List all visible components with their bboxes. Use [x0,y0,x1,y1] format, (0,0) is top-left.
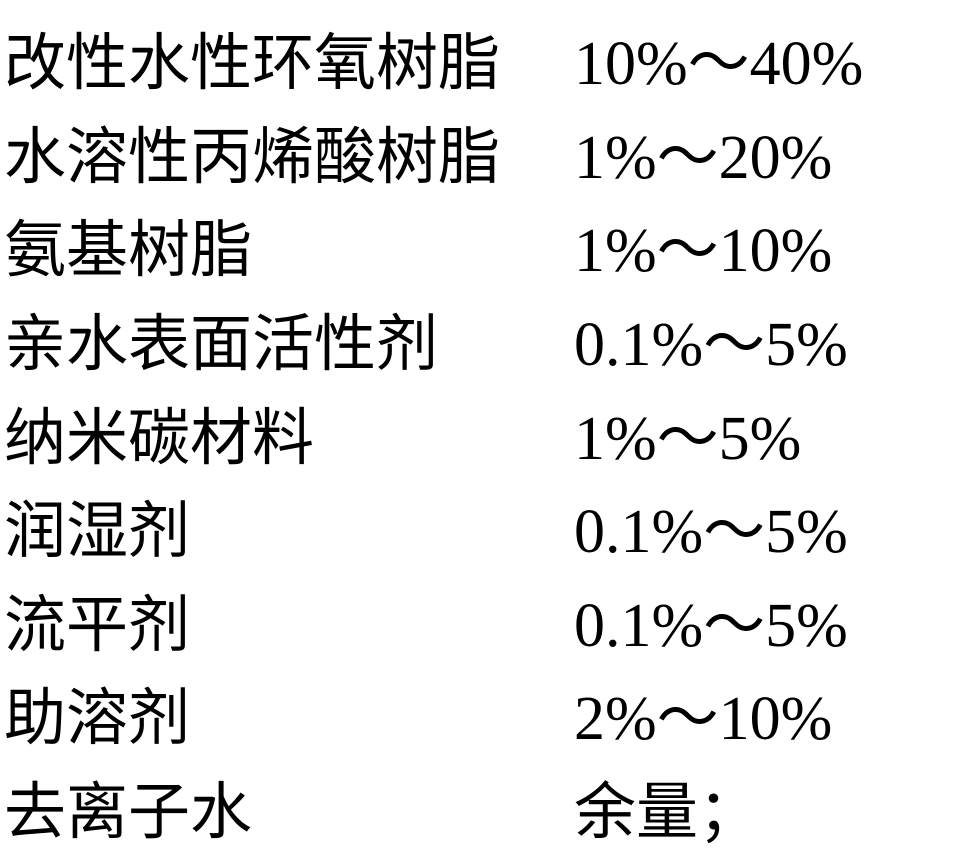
ingredient-value: 1%～20% [574,106,832,196]
ingredient-value: 余量； [574,761,760,851]
ingredient-label: 流平剂 [4,574,574,664]
table-row: 流平剂 0.1%～5% [4,574,957,664]
ingredient-value: 1%～5% [574,387,801,477]
ingredient-label: 改性水性环氧树脂 [4,12,574,102]
ingredient-label: 润湿剂 [4,480,574,570]
table-row: 润湿剂 0.1%～5% [4,480,957,570]
table-row: 水溶性丙烯酸树脂 1%～20% [4,106,957,196]
ingredient-value: 2%～10% [574,667,832,757]
ingredient-value: 1%～10% [574,199,832,289]
ingredient-value: 10%～40% [574,12,863,102]
ingredient-label: 去离子水 [4,761,574,851]
table-row: 纳米碳材料 1%～5% [4,387,957,477]
ingredient-value: 0.1%～5% [574,293,848,383]
ingredient-value: 0.1%～5% [574,480,848,570]
ingredient-label: 水溶性丙烯酸树脂 [4,106,574,196]
ingredient-label: 纳米碳材料 [4,387,574,477]
table-row: 助溶剂 2%～10% [4,667,957,757]
ingredient-label: 助溶剂 [4,667,574,757]
table-row: 改性水性环氧树脂 10%～40% [4,12,957,102]
ingredient-value: 0.1%～5% [574,574,848,664]
composition-table: 改性水性环氧树脂 10%～40% 水溶性丙烯酸树脂 1%～20% 氨基树脂 1%… [0,0,973,863]
ingredient-label: 氨基树脂 [4,199,574,289]
table-row: 氨基树脂 1%～10% [4,199,957,289]
table-row: 亲水表面活性剂 0.1%～5% [4,293,957,383]
table-row: 去离子水 余量； [4,761,957,851]
ingredient-label: 亲水表面活性剂 [4,293,574,383]
